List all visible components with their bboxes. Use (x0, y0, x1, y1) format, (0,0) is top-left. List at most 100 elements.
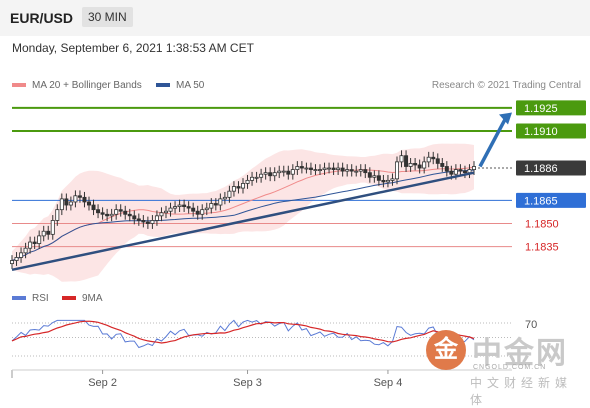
candle (105, 208, 110, 222)
candle (209, 198, 214, 214)
candle-body (453, 169, 458, 175)
candle-body (263, 172, 268, 175)
candle (259, 168, 264, 183)
candle-body (471, 166, 476, 170)
candle (182, 199, 187, 212)
candle (426, 151, 431, 168)
candle-body (37, 235, 42, 244)
candle (150, 215, 155, 229)
candle (163, 205, 168, 219)
candle-body (399, 155, 404, 163)
candle-body (73, 195, 78, 203)
chart-header: EUR/USD 30 MIN (0, 0, 590, 36)
candle (363, 164, 368, 179)
axis-label: Sep 3 (233, 377, 262, 389)
rsi-swatch (12, 296, 26, 301)
candle (55, 204, 60, 226)
candle (394, 156, 399, 185)
candle-body (336, 167, 341, 170)
candle-body (358, 169, 363, 172)
candle-body (68, 201, 73, 206)
candle (73, 190, 78, 208)
candle (404, 150, 409, 172)
rsi-line (11, 319, 475, 349)
candle (462, 165, 467, 179)
candle-body (114, 209, 119, 215)
candle-body (290, 169, 295, 175)
candle-body (195, 210, 200, 215)
candle-body (182, 204, 187, 207)
candle (118, 204, 123, 217)
candle-body (163, 210, 168, 214)
candle (422, 156, 427, 174)
candle-body (14, 257, 19, 261)
candle (168, 202, 173, 217)
candle (263, 167, 268, 180)
candle (159, 207, 164, 222)
candle (145, 216, 150, 229)
candle (46, 225, 51, 240)
candle (50, 215, 55, 240)
candle (349, 164, 354, 177)
candle-body (231, 186, 236, 192)
time-axis: Sep 2 Sep 3 Sep 4 (11, 369, 512, 389)
candle (304, 162, 309, 174)
candle (191, 202, 196, 217)
candle-body (200, 209, 205, 215)
candle-body (173, 206, 178, 209)
candle-body (145, 221, 150, 224)
candle (286, 165, 291, 180)
candle (390, 173, 395, 186)
candle (435, 153, 440, 169)
uptrend-line (11, 171, 475, 272)
candle (141, 215, 146, 228)
candle (272, 167, 277, 182)
timeframe-badge[interactable]: 30 MIN (82, 7, 133, 27)
candle (417, 159, 422, 174)
candle (336, 162, 341, 175)
candle-body (96, 209, 101, 214)
candle (59, 193, 64, 216)
candle-body (159, 212, 164, 217)
candle-body (236, 186, 241, 189)
candle (408, 158, 413, 172)
candle-body (82, 196, 87, 203)
legend-rsi: RSI (12, 293, 49, 304)
candle-body (363, 169, 368, 174)
candle (186, 201, 191, 214)
candle (295, 161, 300, 175)
candle (290, 164, 295, 180)
watermark-url: CNGOLD.COM.CN (473, 364, 547, 371)
candle (281, 165, 286, 177)
candle (41, 225, 46, 242)
candle-body (100, 212, 105, 215)
candle-body (308, 167, 313, 170)
candle-body (404, 155, 409, 167)
rsi-panel: 70 (11, 319, 537, 357)
candle (23, 242, 28, 259)
candle-body (118, 209, 123, 212)
candle-body (105, 213, 110, 217)
candle (381, 174, 386, 188)
candle-body (41, 230, 46, 237)
candle (431, 151, 436, 165)
forecast-arrow-head (499, 112, 512, 125)
rsi-level-label: 70 (525, 319, 537, 331)
candle (64, 193, 69, 211)
candle-body (394, 161, 399, 180)
candle (367, 167, 372, 183)
candle (245, 174, 250, 189)
candle (154, 210, 159, 226)
candle-body (59, 198, 64, 211)
candle-body (141, 220, 146, 223)
candle-body (381, 179, 386, 183)
candle (222, 191, 227, 205)
level-label-resistance: 1.1925 (524, 103, 558, 115)
candle (268, 167, 273, 182)
candle-body (286, 170, 291, 175)
legend-ma50: MA 50 (156, 80, 204, 91)
cngold-logo-icon: 金 (426, 330, 466, 370)
level-box-pivot (516, 192, 586, 208)
candle-body (222, 196, 227, 200)
candle (331, 162, 336, 175)
